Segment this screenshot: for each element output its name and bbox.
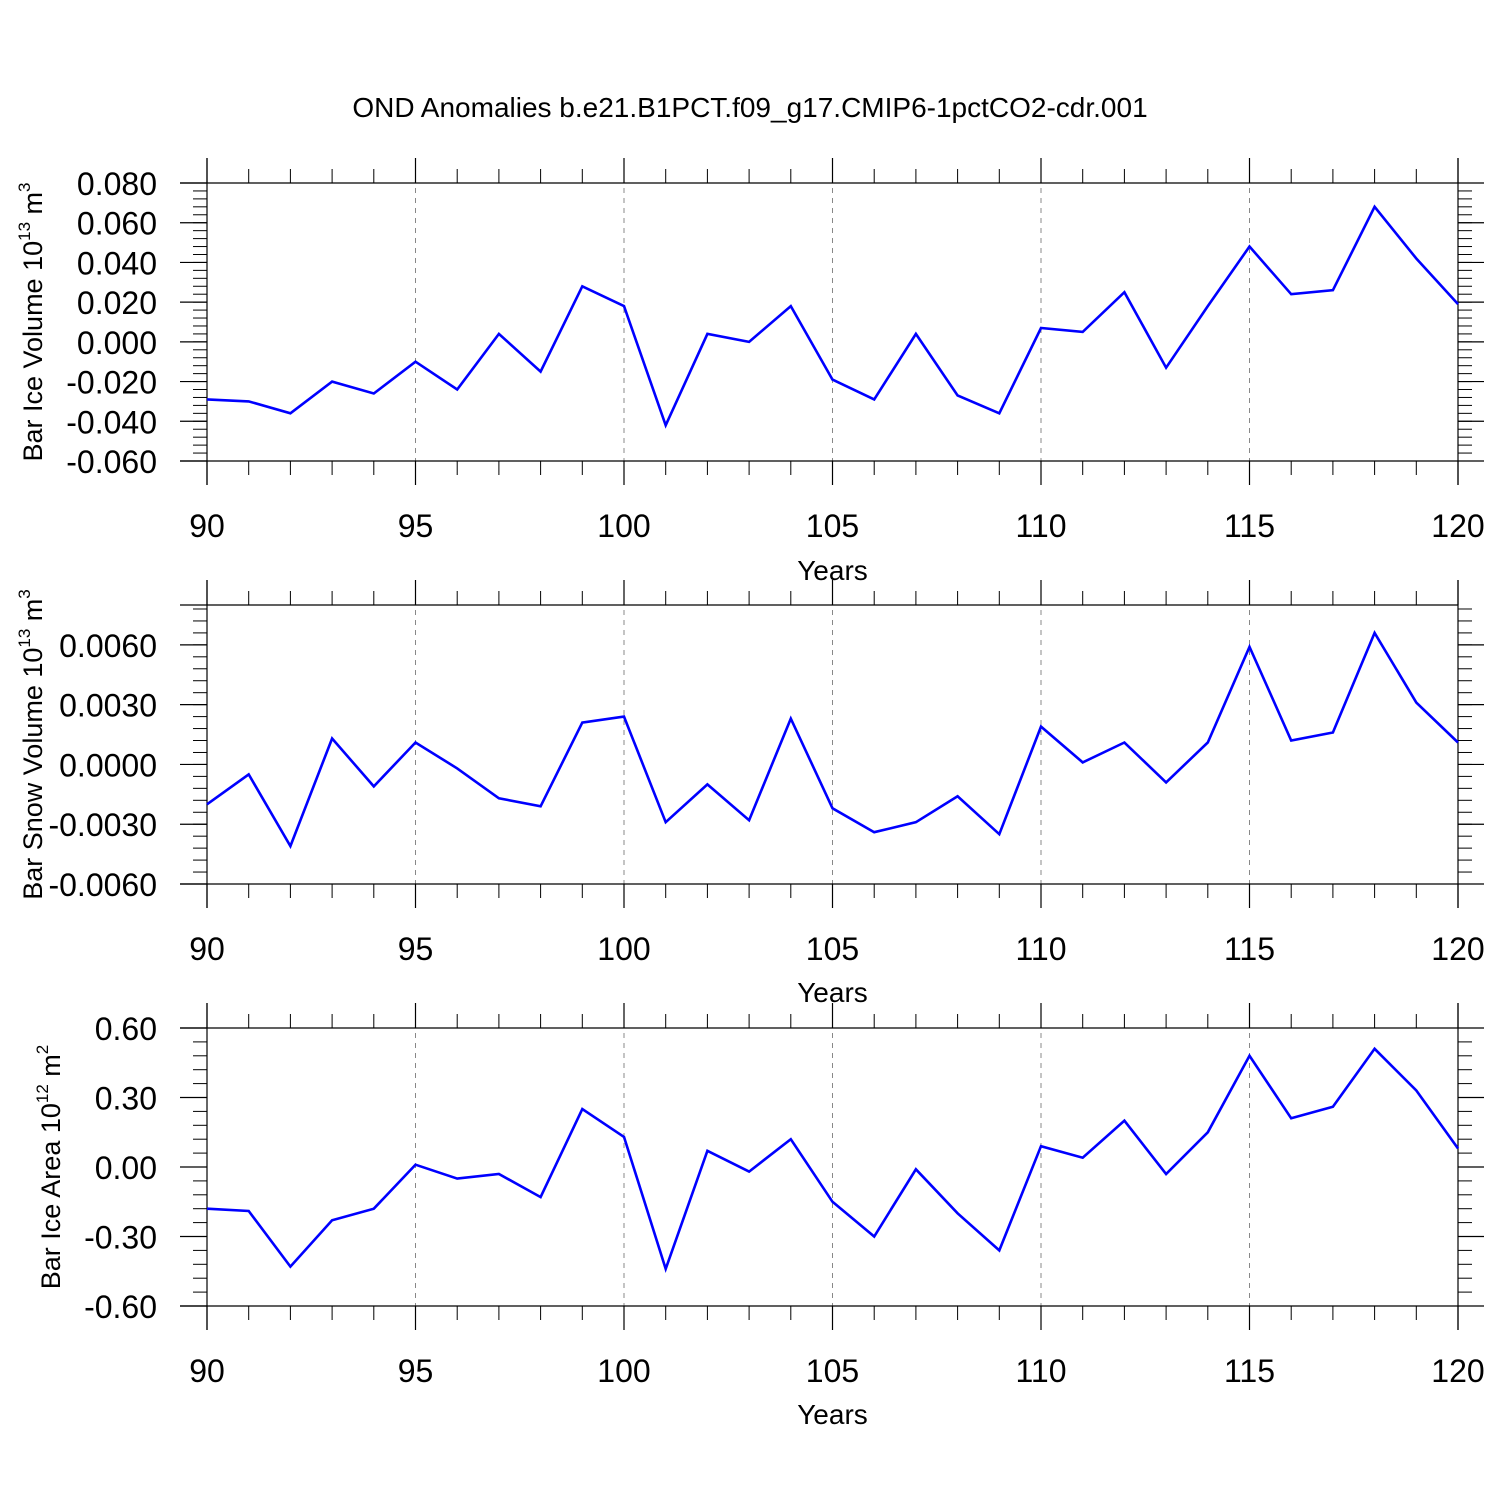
y-axis-label-part: 3 bbox=[15, 589, 34, 598]
y-axis-label-part: Bar Ice Volume 10 bbox=[18, 241, 48, 462]
x-tick-label: 110 bbox=[1015, 1353, 1066, 1389]
y-tick-label: 0.00 bbox=[95, 1150, 157, 1186]
x-tick-label: 95 bbox=[398, 931, 434, 967]
panel-ice-area: -0.60 -0.30 0.00 0.30 0.60 90 95 100 105 110 115 12… bbox=[33, 1003, 1485, 1430]
y-tick-label: -0.040 bbox=[66, 404, 157, 440]
y-tick-label: 0.30 bbox=[95, 1081, 157, 1117]
x-tick-label: 115 bbox=[1224, 508, 1275, 544]
y-axis-label-part: 3 bbox=[15, 182, 34, 191]
y-axis-label-part: m bbox=[36, 1054, 66, 1084]
x-tick-label: 120 bbox=[1431, 931, 1484, 967]
y-tick-label: 0.080 bbox=[77, 166, 157, 202]
x-tick-label: 95 bbox=[398, 508, 434, 544]
y-axis-label-part: 12 bbox=[33, 1084, 52, 1103]
x-tick-label: 90 bbox=[189, 1353, 225, 1389]
x-tick-label: 120 bbox=[1431, 508, 1484, 544]
y-tick-label: 0.60 bbox=[95, 1011, 157, 1047]
panel-snow-volume: -0.0060 -0.0030 0.0000 0.0030 0.0060 90 95 100 1… bbox=[15, 580, 1485, 1008]
x-tick-label: 100 bbox=[597, 508, 650, 544]
x-tick-label: 105 bbox=[806, 1353, 859, 1389]
chart-title: OND Anomalies b.e21.B1PCT.f09_g17.CMIP6-… bbox=[352, 92, 1148, 123]
y-axis-label-part: 13 bbox=[15, 629, 34, 648]
y-tick-label: -0.0060 bbox=[48, 867, 157, 903]
y-axis-label: Bar Ice Area 1012 m2 bbox=[33, 1045, 66, 1290]
y-tick-label: 0.020 bbox=[77, 285, 157, 321]
y-tick-label: 0.000 bbox=[77, 325, 157, 361]
y-axis-label-part: Bar Snow Volume 10 bbox=[18, 648, 48, 900]
x-tick-label: 115 bbox=[1224, 1353, 1275, 1389]
y-tick-label: 0.0030 bbox=[59, 688, 157, 724]
y-tick-label: 0.060 bbox=[77, 206, 157, 242]
x-axis-label: Years bbox=[797, 1399, 868, 1430]
x-tick-label: 105 bbox=[806, 508, 859, 544]
x-tick-label: 105 bbox=[806, 931, 859, 967]
y-tick-label: 0.0000 bbox=[59, 747, 157, 783]
y-tick-label: -0.30 bbox=[84, 1220, 157, 1256]
x-tick-label: 115 bbox=[1224, 931, 1275, 967]
y-axis-label: Bar Ice Volume 1013 m3 bbox=[15, 182, 48, 461]
y-axis-label-part: 2 bbox=[33, 1045, 52, 1054]
x-tick-label: 110 bbox=[1015, 508, 1066, 544]
x-tick-label: 120 bbox=[1431, 1353, 1484, 1389]
y-tick-label: -0.020 bbox=[66, 365, 157, 401]
x-tick-label: 100 bbox=[597, 1353, 650, 1389]
x-tick-label: 110 bbox=[1015, 931, 1066, 967]
x-tick-label: 95 bbox=[398, 1353, 434, 1389]
x-tick-label: 100 bbox=[597, 931, 650, 967]
x-tick-label: 90 bbox=[189, 931, 225, 967]
y-tick-label: 0.040 bbox=[77, 245, 157, 281]
y-axis-label: Bar Snow Volume 1013 m3 bbox=[15, 589, 48, 900]
y-tick-label: -0.060 bbox=[66, 444, 157, 480]
y-tick-label: -0.60 bbox=[84, 1289, 157, 1325]
x-tick-label: 90 bbox=[189, 508, 225, 544]
x-axis-label: Years bbox=[797, 977, 868, 1008]
y-axis-label-part: m bbox=[18, 192, 48, 222]
y-axis-label-part: m bbox=[18, 599, 48, 629]
y-tick-label: 0.0060 bbox=[59, 628, 157, 664]
y-axis-label-part: Bar Ice Area 10 bbox=[36, 1103, 66, 1289]
y-axis-label-part: 13 bbox=[15, 222, 34, 241]
y-tick-label: -0.0030 bbox=[48, 807, 157, 843]
